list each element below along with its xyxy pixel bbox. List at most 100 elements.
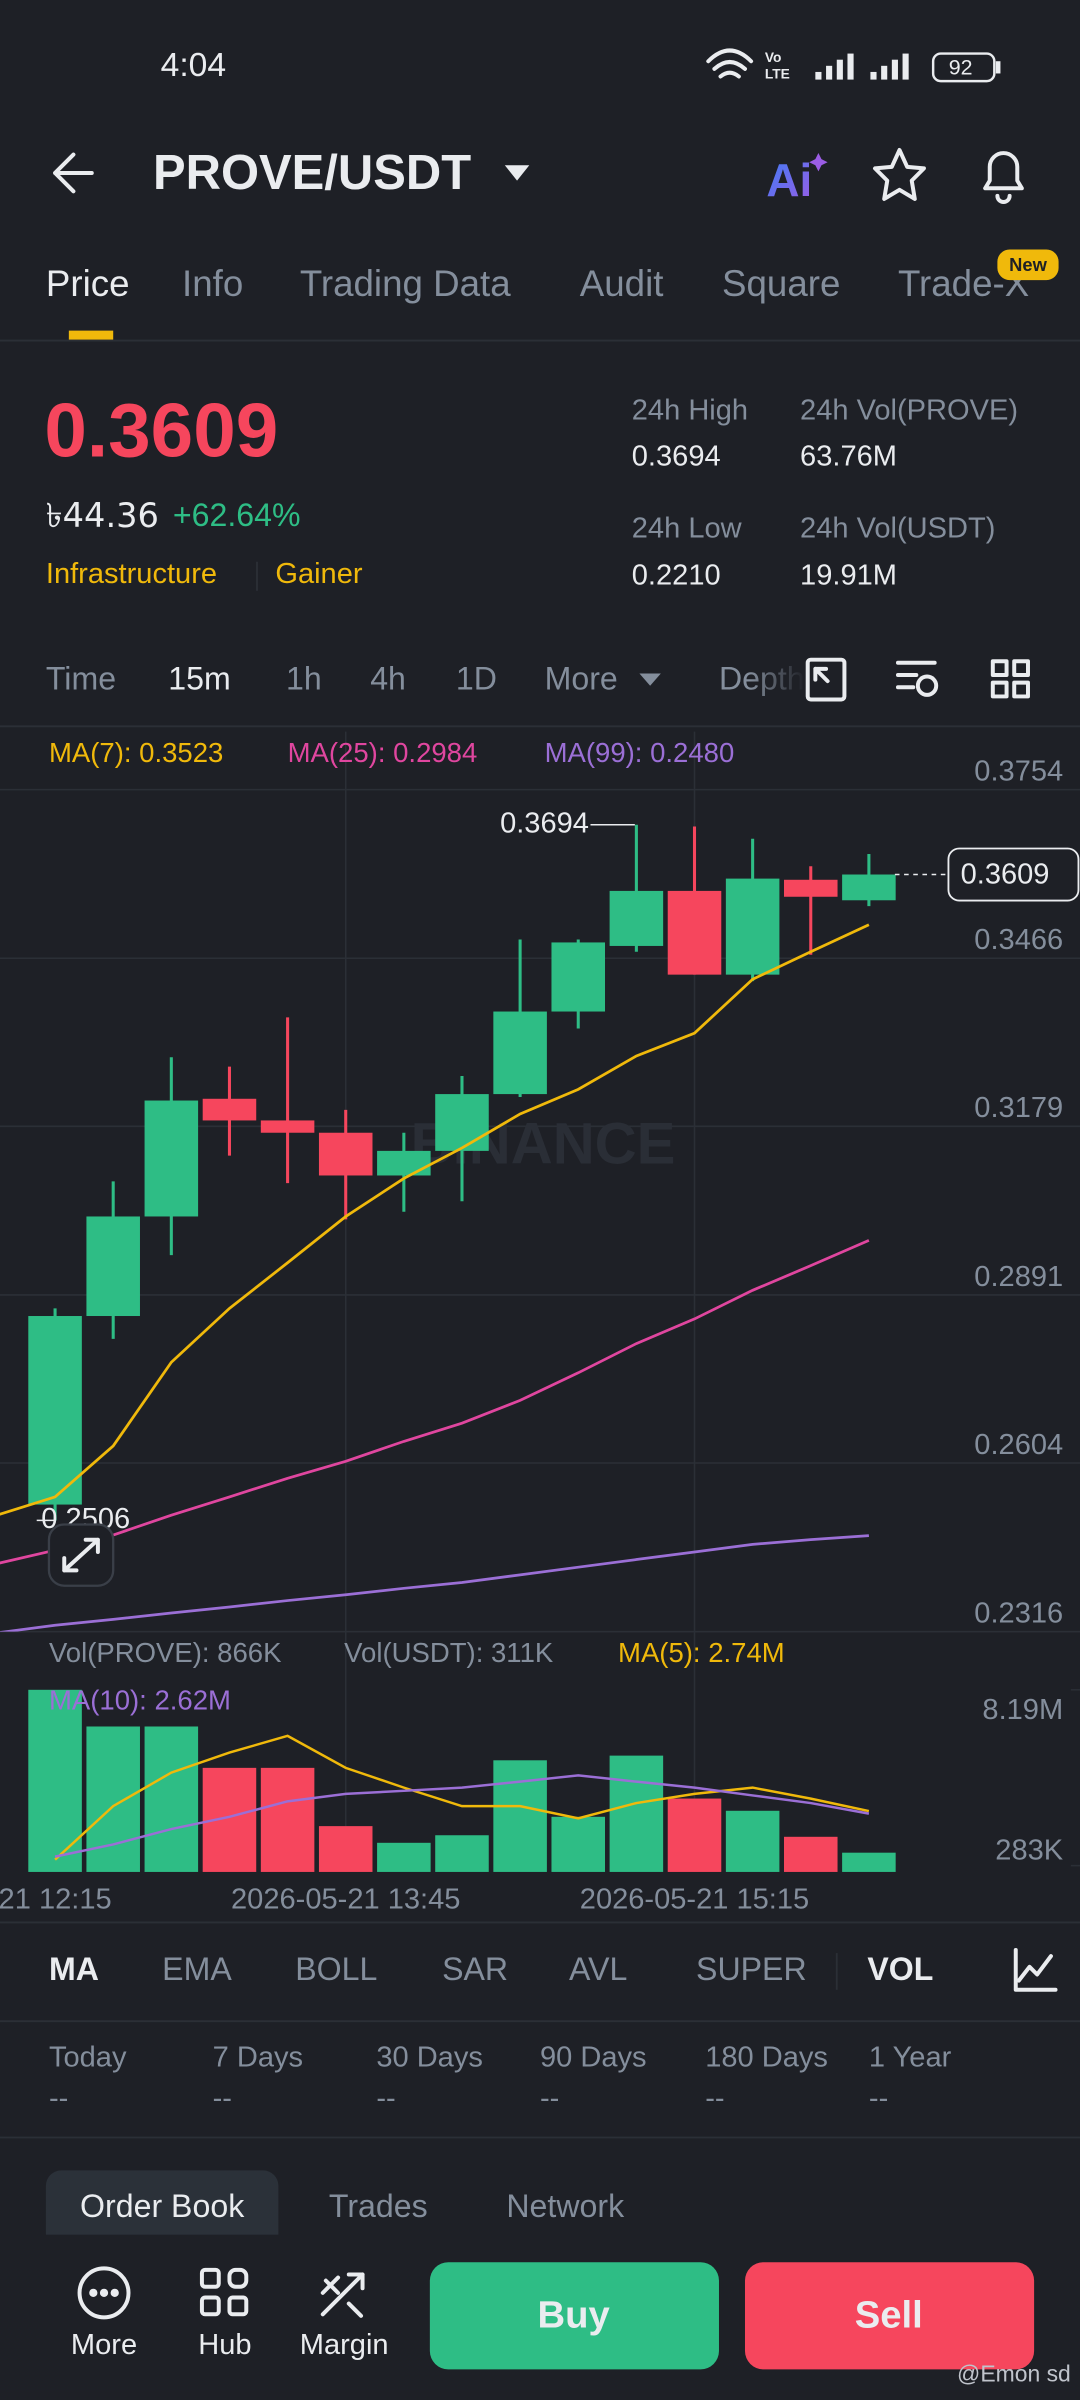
candle-body [493, 1011, 547, 1095]
status-time: 4:04 [161, 47, 226, 84]
indicator[interactable]: SUPER [696, 1951, 807, 1987]
book-tab[interactable]: Order Book [80, 2188, 245, 2224]
legend-entry: MA(25): 0.2984 [288, 737, 478, 768]
stat-label: 24h High [632, 394, 748, 426]
candle-body [318, 1132, 373, 1176]
candle-body [842, 874, 896, 901]
tab[interactable]: Price [46, 263, 130, 304]
interval[interactable]: 15m [168, 661, 230, 697]
nav-item[interactable]: Hub [198, 2329, 251, 2361]
tag[interactable]: Gainer [275, 558, 363, 590]
sell-button[interactable] [744, 2262, 1035, 2370]
ai-button[interactable]: Ai [766, 154, 812, 206]
volume-bar [435, 1835, 489, 1872]
last-price-box [947, 847, 1080, 902]
volume-bar [493, 1760, 547, 1872]
icon-bg [979, 1943, 1080, 2003]
period-label: 30 Days [376, 2041, 483, 2073]
favorite-button[interactable] [873, 148, 926, 201]
tab[interactable]: Square [722, 263, 840, 304]
sell-label[interactable]: Sell [855, 2293, 923, 2336]
volume-bar [260, 1767, 315, 1872]
ma-line [0, 1239, 870, 1565]
legend-entry: MA(7): 0.3523 [49, 737, 223, 768]
performance: Today -- 7 Days -- 30 Days -- 90 Days --… [0, 2041, 1080, 2139]
footer-credit: @Emon sd [957, 2361, 1071, 2387]
volume-bar [551, 1816, 606, 1872]
x-tick-label: 2026-05-21 12:15 [0, 1884, 112, 1916]
battery-level: 92 [949, 56, 973, 80]
tab[interactable]: Info [182, 263, 243, 304]
stat-value: 0.2210 [632, 560, 721, 592]
indicator[interactable]: VOL [867, 1951, 933, 1987]
tab[interactable]: Trading Data [300, 263, 511, 304]
fiat-price: ৳44.36 [46, 496, 159, 535]
new-badge: New [1009, 254, 1047, 275]
volume-bar [28, 1689, 82, 1872]
interval[interactable]: 1D [456, 661, 497, 697]
indicator[interactable]: MA [49, 1951, 99, 1987]
buy-label[interactable]: Buy [538, 2293, 611, 2336]
buy-button[interactable] [429, 2262, 719, 2370]
volume-tick-label: 8.19M [982, 1694, 1063, 1726]
candle-body [260, 1120, 315, 1133]
volume-bar [377, 1842, 431, 1872]
volume-legend: MA(10): 2.62M [49, 1684, 231, 1715]
back-button[interactable] [53, 152, 94, 194]
price-change: +62.64% [173, 497, 301, 533]
volume-ma-line [54, 1774, 870, 1858]
chart-tools[interactable] [805, 657, 1030, 702]
period-label: 7 Days [213, 2041, 303, 2073]
volume-legend: Vol(USDT): 311K [344, 1637, 554, 1668]
period-value: -- [376, 2083, 395, 2115]
stat-label: 24h Vol(USDT) [800, 512, 995, 544]
volume-legend: MA(5): 2.74M [618, 1637, 785, 1668]
period-label: 1 Year [869, 2041, 952, 2073]
candle-body [202, 1098, 257, 1121]
x-tick-label: 2026-05-21 13:45 [231, 1884, 460, 1916]
tag[interactable]: Infrastructure [46, 558, 217, 590]
interval[interactable]: More [545, 661, 618, 697]
nav-item[interactable]: More [71, 2329, 137, 2361]
interval[interactable]: Time [46, 661, 116, 697]
candle-body [551, 942, 606, 1012]
volume-bar [725, 1810, 780, 1872]
volume-tick-label: 283K [995, 1835, 1063, 1867]
period-value: -- [705, 2083, 724, 2115]
expand-icon [62, 1537, 100, 1573]
indicator[interactable]: BOLL [295, 1951, 377, 1987]
high-marker: 0.3694 [500, 807, 589, 839]
last-price-label: 0.3609 [961, 859, 1050, 891]
period-value: -- [869, 2083, 888, 2115]
indicator-bar: MA EMA BOLL SAR AVL SUPER VOL [0, 1943, 1080, 2023]
icon-bg [804, 650, 1080, 712]
volume-legend: Vol(PROVE): 866K [49, 1637, 282, 1668]
indicator[interactable]: SAR [442, 1951, 508, 1987]
stat-value: 0.3694 [632, 440, 721, 472]
interval[interactable]: 1h [286, 661, 322, 697]
volte-label: Vo [765, 50, 782, 65]
book-tab[interactable]: Trades [329, 2188, 428, 2224]
y-tick-label: 0.2604 [974, 1429, 1063, 1461]
stat-label: 24h Vol(PROVE) [800, 394, 1018, 426]
status-icons: Vo LTE [706, 48, 1001, 83]
volume-ma-line [54, 1734, 870, 1861]
candle-body [725, 878, 780, 975]
volume-bar [842, 1852, 896, 1872]
interval[interactable]: 4h [370, 661, 406, 697]
book-tab[interactable]: Network [506, 2188, 625, 2224]
tab[interactable]: Audit [580, 263, 664, 304]
volume-bar [609, 1755, 664, 1872]
more-dropdown[interactable] [639, 673, 661, 686]
candle-body [377, 1150, 431, 1176]
indicator[interactable]: AVL [569, 1951, 627, 1987]
indicator[interactable]: EMA [162, 1951, 232, 1987]
pair-dropdown[interactable] [504, 165, 530, 181]
indicator-settings[interactable] [1013, 1948, 1058, 1992]
pair-title[interactable]: PROVE/USDT [153, 146, 471, 200]
nav-item[interactable]: Margin [300, 2329, 389, 2361]
alert-button[interactable] [983, 151, 1024, 205]
interval-bar: Time 15m 1h 4h 1D More Depth [0, 650, 1080, 728]
price-plot [0, 824, 896, 1632]
